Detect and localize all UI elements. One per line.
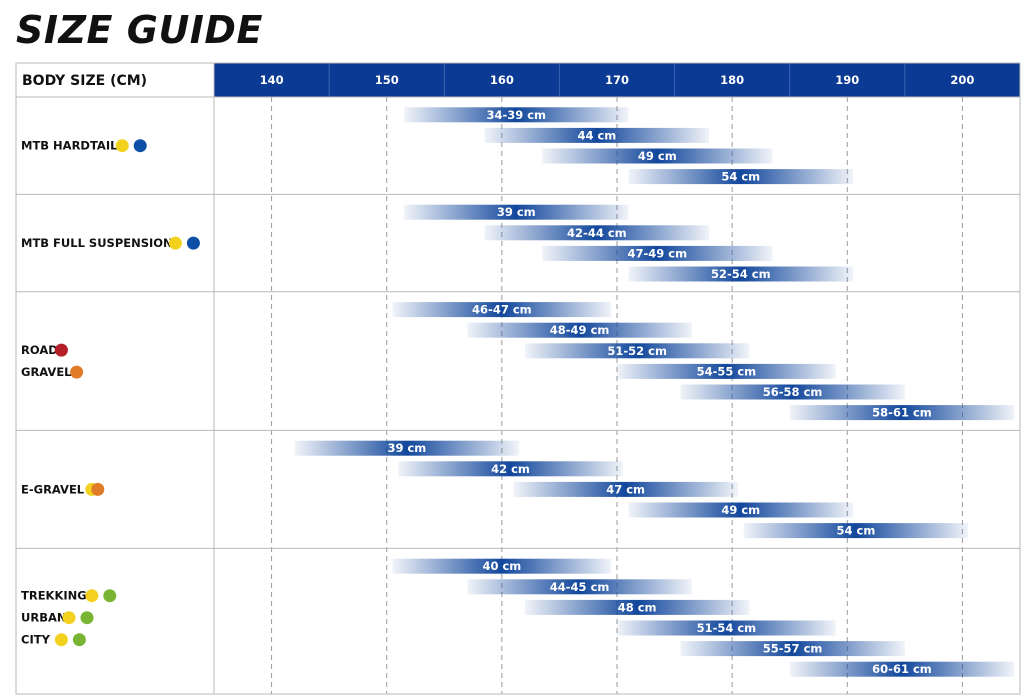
- size-bar-label: 60-61 cm: [872, 662, 932, 676]
- category-label: URBAN: [21, 611, 66, 625]
- size-bar-label: 48 cm: [618, 600, 657, 614]
- size-bar-label: 47 cm: [606, 482, 645, 496]
- x-tick-label: 150: [375, 73, 399, 87]
- size-bar: [628, 502, 854, 518]
- size-bar-label: 44 cm: [577, 128, 616, 142]
- size-bar: [403, 204, 629, 220]
- size-bar-label: 40 cm: [482, 559, 521, 573]
- size-bar-label: 56-58 cm: [763, 385, 823, 399]
- size-bar-label: 52-54 cm: [711, 267, 771, 281]
- page-title: SIZE GUIDE: [16, 8, 263, 52]
- size-bar: [542, 148, 773, 164]
- size-bar-label: 49 cm: [721, 503, 760, 517]
- size-bar: [743, 523, 969, 539]
- size-bar: [392, 558, 612, 574]
- size-bar: [403, 107, 629, 123]
- x-tick-label: 200: [950, 73, 974, 87]
- orange-dot-icon: [70, 365, 84, 379]
- yellow-dot-icon: [62, 611, 76, 625]
- size-bar: [617, 363, 836, 379]
- size-bar-label: 46-47 cm: [472, 303, 532, 317]
- size-bar: [617, 620, 836, 636]
- size-bar-label: 51-52 cm: [607, 344, 667, 358]
- yellow-dot-icon: [168, 236, 182, 250]
- size-bar: [789, 661, 1015, 677]
- category-label: GRAVEL: [21, 365, 72, 379]
- blue-dot-icon: [186, 236, 200, 250]
- header-bar: [214, 63, 1020, 97]
- size-bar: [392, 302, 612, 318]
- size-bar: [542, 245, 773, 261]
- size-bar-label: 44-45 cm: [550, 580, 610, 594]
- size-bar-label: 51-54 cm: [697, 621, 757, 635]
- size-bar: [484, 225, 710, 241]
- category-label: TREKKING: [21, 589, 87, 603]
- yellow-dot-icon: [115, 139, 129, 153]
- orange-dot-icon: [91, 482, 105, 496]
- size-bar: [294, 440, 520, 456]
- size-bar-label: 39 cm: [387, 441, 426, 455]
- size-bar-label: 54 cm: [837, 524, 876, 538]
- size-bar: [680, 641, 905, 657]
- category-label: ROAD: [21, 343, 58, 357]
- size-bar: [628, 169, 854, 185]
- size-bar: [524, 599, 750, 615]
- table-border: [15, 62, 1021, 695]
- blue-dot-icon: [133, 139, 147, 153]
- size-bar-label: 58-61 cm: [872, 406, 932, 420]
- size-bar: [467, 579, 692, 595]
- green-dot-icon: [72, 633, 86, 647]
- category-label: MTB FULL SUSPENSION: [21, 236, 173, 250]
- size-bar-label: 49 cm: [638, 149, 677, 163]
- size-bar: [484, 127, 710, 143]
- yellow-dot-icon: [85, 589, 99, 603]
- size-bar: [524, 343, 750, 359]
- size-bar-label: 47-49 cm: [628, 246, 688, 260]
- yellow-dot-icon: [54, 633, 68, 647]
- size-bar-label: 42-44 cm: [567, 226, 627, 240]
- x-tick-label: 140: [260, 73, 284, 87]
- size-bar: [680, 384, 905, 400]
- green-dot-icon: [103, 589, 117, 603]
- size-bar: [628, 266, 854, 282]
- size-bar: [398, 461, 623, 477]
- size-bar: [513, 481, 738, 497]
- category-label: E-GRAVEL: [21, 482, 85, 496]
- category-label: MTB HARDTAIL: [21, 139, 118, 153]
- size-bar-label: 42 cm: [491, 462, 530, 476]
- x-tick-label: 170: [605, 73, 629, 87]
- red-dot-icon: [54, 343, 68, 357]
- size-bar-label: 55-57 cm: [763, 642, 823, 656]
- size-bar-label: 54 cm: [721, 170, 760, 184]
- x-tick-label: 190: [835, 73, 859, 87]
- green-dot-icon: [80, 611, 94, 625]
- category-label: CITY: [21, 633, 51, 647]
- x-tick-label: 180: [720, 73, 744, 87]
- size-bar: [467, 322, 692, 338]
- size-bar-label: 39 cm: [497, 205, 536, 219]
- size-bar-label: 48-49 cm: [550, 323, 610, 337]
- size-bar-label: 34-39 cm: [486, 108, 546, 122]
- body-size-header: BODY SIZE (CM): [22, 73, 147, 89]
- x-tick-label: 160: [490, 73, 514, 87]
- size-bar-label: 54-55 cm: [697, 364, 757, 378]
- size-bar: [789, 405, 1015, 421]
